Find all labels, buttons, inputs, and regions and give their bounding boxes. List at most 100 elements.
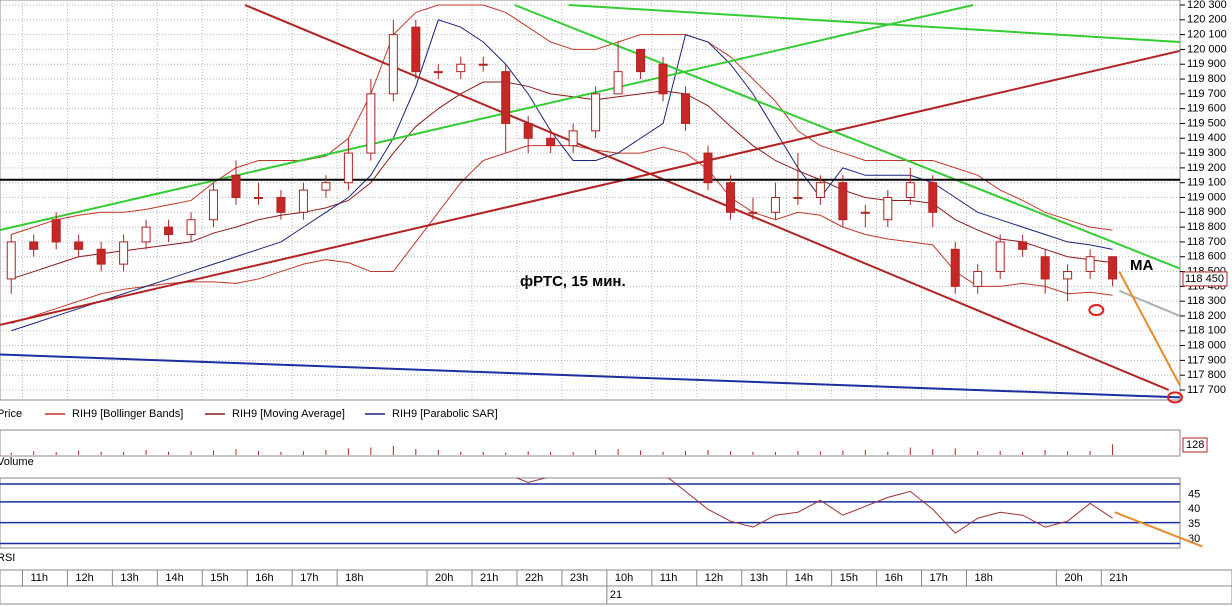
x-tick-label: 13h	[120, 572, 138, 584]
last-price-label: 118 450	[1185, 273, 1224, 285]
candle-body	[905, 182, 915, 198]
candle-body	[343, 152, 353, 184]
candle-body	[501, 71, 511, 124]
x-tick-label: 11h	[30, 572, 48, 584]
candle-body	[1018, 241, 1028, 250]
x-tick-label: 15h	[840, 572, 858, 584]
price-panel	[0, 0, 1181, 401]
marker-circle	[1088, 304, 1105, 317]
y-tick-label: 120 100	[1187, 29, 1227, 41]
x-tick-label: 20h	[1064, 572, 1082, 584]
trendline	[568, 4, 1180, 44]
y-tick-label: 118 800	[1187, 221, 1226, 233]
x-tick-label: 12h	[75, 572, 93, 584]
candle-body	[591, 93, 601, 132]
x-tick-label: 21h	[1109, 572, 1127, 584]
trendline	[514, 4, 1180, 270]
rsi-trendline	[1114, 511, 1203, 548]
candle-body	[456, 63, 466, 73]
rsi-plot	[0, 478, 1180, 545]
x-tick-label: 16h	[885, 572, 903, 584]
y-tick-label: 118 600	[1187, 251, 1226, 263]
candle-body	[568, 130, 578, 147]
time-axis	[0, 569, 1232, 605]
candle-body	[276, 197, 286, 213]
candle-body	[366, 93, 376, 154]
last-volume-box	[1182, 437, 1208, 453]
y-tick-label: 118 300	[1187, 295, 1226, 307]
candle-body	[703, 152, 713, 184]
trendline	[0, 4, 974, 232]
candle-body	[725, 182, 735, 213]
candle-body	[209, 189, 219, 221]
y-tick-label: 117 800	[1187, 369, 1226, 381]
candle-body	[119, 241, 129, 265]
y-tick-label: 118 200	[1187, 310, 1226, 322]
x-tick-label: 18h	[974, 572, 992, 584]
trendline	[1118, 271, 1180, 387]
y-tick-label: 117 900	[1187, 354, 1226, 366]
legend-price: Price	[0, 408, 22, 420]
candle-body	[1063, 271, 1073, 280]
x-tick-label: 12h	[705, 572, 723, 584]
candle-body	[29, 241, 39, 250]
trendline	[0, 49, 1180, 326]
candle-body	[164, 226, 174, 236]
legend-label: RIH9 [Moving Average]	[232, 408, 345, 420]
candle-body	[973, 271, 983, 287]
x-tick-label: 14h	[165, 572, 183, 584]
candle-body	[253, 197, 263, 199]
x-tick-label: 15h	[210, 572, 228, 584]
y-tick-label: 118 900	[1187, 206, 1226, 218]
y-tick-label: 120 000	[1187, 43, 1227, 55]
rsi-line	[515, 478, 1113, 534]
y-tick-label: 119 600	[1187, 103, 1226, 115]
y-tick-label: 118 700	[1187, 236, 1226, 248]
candle-body	[298, 189, 308, 213]
volume-label: Volume	[0, 456, 34, 468]
y-tick-label: 119 700	[1187, 88, 1226, 100]
candle-body	[748, 211, 758, 214]
candle-body	[1085, 256, 1095, 273]
chart-title: фРТС, 15 мин.	[520, 273, 626, 290]
rsi-tick-label: 45	[1188, 488, 1200, 500]
candle-body	[1108, 256, 1118, 280]
y-tick-label: 120 200	[1187, 14, 1227, 26]
y-tick-label: 119 400	[1187, 132, 1226, 144]
price-plot	[0, 0, 1180, 400]
candle-body	[995, 241, 1005, 273]
candle-body	[1040, 256, 1050, 280]
overlay: 120 300 120 200 120 100 120 000 119 900 119 8…	[10, 0, 1228, 604]
y-tick-label: 119 800	[1187, 73, 1226, 85]
x-tick-label: 14h	[795, 572, 813, 584]
candle-body	[770, 197, 780, 213]
candle-body	[681, 93, 691, 124]
candle-body	[478, 63, 488, 66]
y-tick-label: 119 500	[1187, 117, 1226, 129]
last-volume-label: 128	[1186, 439, 1204, 451]
candle-body	[411, 26, 421, 73]
x-tick-label: 17h	[300, 572, 318, 584]
trendline	[244, 4, 1170, 391]
volume-panel	[0, 429, 1181, 457]
rsi-label: RSI	[0, 552, 15, 564]
candle-body	[636, 48, 646, 73]
x-tick-label: 22h	[525, 572, 543, 584]
y-tick-label: 119 900	[1187, 58, 1226, 70]
candle-body	[523, 122, 533, 139]
ma-label: MA	[1130, 257, 1153, 274]
date-label: 21	[610, 589, 622, 601]
x-tick-label: 18h	[345, 572, 363, 584]
y-tick-label: 119 300	[1187, 147, 1226, 159]
y-tick-label: 117 700	[1187, 384, 1226, 396]
candle-body	[883, 197, 893, 221]
x-tick-label: 11h	[660, 572, 678, 584]
candle-body	[815, 182, 825, 198]
candle-body	[231, 174, 241, 199]
x-tick-label: 17h	[930, 572, 948, 584]
candle-body	[793, 197, 803, 199]
rsi-panel	[0, 477, 1181, 549]
candle-body	[546, 137, 556, 147]
candle-body	[838, 182, 848, 221]
